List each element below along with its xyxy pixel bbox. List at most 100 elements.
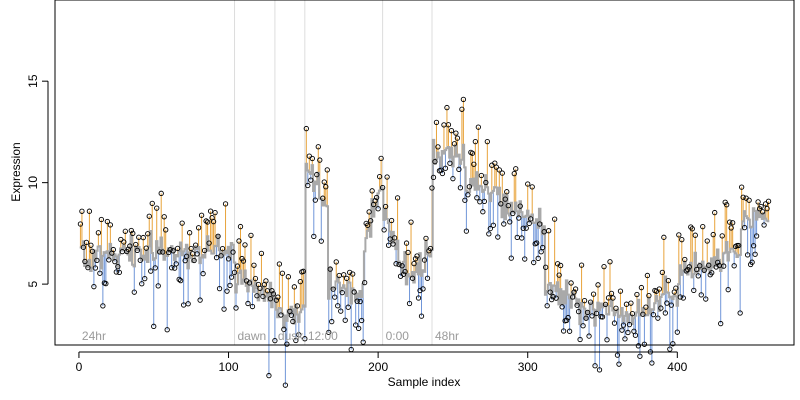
data-point <box>703 296 709 302</box>
data-point <box>311 233 317 240</box>
data-point <box>526 220 532 227</box>
data-point <box>411 260 417 267</box>
data-point <box>260 293 266 300</box>
data-point <box>423 235 429 242</box>
fit-line-segment <box>464 166 501 203</box>
data-point <box>727 219 733 225</box>
data-point <box>490 222 496 228</box>
data-point <box>309 155 315 162</box>
data-point <box>487 225 493 232</box>
data-point <box>167 247 173 253</box>
data-point <box>176 276 182 283</box>
data-point <box>273 297 280 303</box>
data-point <box>399 263 405 269</box>
data-point <box>249 303 256 310</box>
fit-line-segment <box>404 241 433 286</box>
data-point <box>403 240 410 246</box>
x-tick-label: 0 <box>76 360 83 374</box>
data-point <box>547 289 553 295</box>
data-point <box>170 248 176 254</box>
data-point <box>414 253 420 259</box>
data-point <box>166 249 172 256</box>
data-point <box>546 228 552 234</box>
data-point <box>522 256 528 262</box>
data-point <box>294 303 300 309</box>
data-point <box>456 166 462 172</box>
data-point <box>480 209 486 215</box>
data-point <box>622 336 628 342</box>
data-point <box>305 182 311 189</box>
data-point <box>353 322 359 328</box>
data-point <box>730 220 736 226</box>
data-point <box>474 195 480 201</box>
data-point <box>182 258 188 264</box>
data-point <box>201 247 208 254</box>
data-point <box>356 325 362 332</box>
fit-line-segment <box>326 205 364 305</box>
data-point <box>285 274 292 280</box>
data-point <box>540 244 546 251</box>
data-point <box>459 106 465 112</box>
data-point <box>379 184 386 191</box>
data-point <box>529 184 535 190</box>
x-tick-label: 100 <box>219 360 239 374</box>
data-point <box>758 203 764 210</box>
data-point <box>634 291 640 298</box>
data-point <box>682 256 688 263</box>
data-point <box>300 268 306 274</box>
data-point <box>391 235 398 241</box>
data-point <box>750 243 757 249</box>
phase-label: dusk <box>278 329 304 343</box>
data-point <box>152 265 158 271</box>
data-point <box>257 285 263 292</box>
data-point <box>357 298 363 305</box>
phase-label: 0:00 <box>386 329 410 343</box>
data-point <box>520 225 526 231</box>
data-point <box>158 190 164 196</box>
data-point <box>604 337 610 343</box>
fit-line-segment <box>431 138 466 251</box>
data-point <box>154 205 160 211</box>
data-point <box>685 266 691 273</box>
data-point <box>611 320 618 326</box>
data-point <box>338 308 344 314</box>
fit-line-segment <box>274 297 306 329</box>
data-point <box>427 245 434 252</box>
data-point <box>362 279 368 286</box>
data-point <box>472 138 479 145</box>
data-point <box>765 198 772 204</box>
x-tick-label: 400 <box>667 360 687 374</box>
data-point <box>206 240 212 246</box>
data-point <box>115 263 121 270</box>
data-point <box>317 157 323 163</box>
data-point <box>650 312 657 318</box>
data-point <box>164 327 170 333</box>
data-point <box>665 278 671 284</box>
data-point <box>161 214 167 220</box>
data-point <box>715 259 721 266</box>
data-point <box>656 286 663 292</box>
data-point <box>589 313 595 319</box>
data-point <box>712 209 718 216</box>
data-point <box>753 233 760 239</box>
data-point <box>724 202 730 208</box>
data-point <box>149 200 155 207</box>
data-point <box>719 233 725 239</box>
data-point <box>583 315 589 321</box>
data-point <box>405 249 411 256</box>
data-point <box>764 206 770 212</box>
data-point <box>556 272 562 278</box>
data-point <box>230 249 236 255</box>
data-point <box>157 249 163 255</box>
data-point <box>607 259 613 265</box>
data-point <box>127 243 133 249</box>
data-point <box>694 266 700 273</box>
data-point <box>755 199 761 205</box>
data-point <box>737 310 743 316</box>
data-point <box>572 286 579 292</box>
data-point <box>329 318 335 325</box>
data-point <box>439 170 446 177</box>
data-point <box>339 289 345 296</box>
data-point <box>388 217 395 224</box>
data-point <box>332 294 338 300</box>
